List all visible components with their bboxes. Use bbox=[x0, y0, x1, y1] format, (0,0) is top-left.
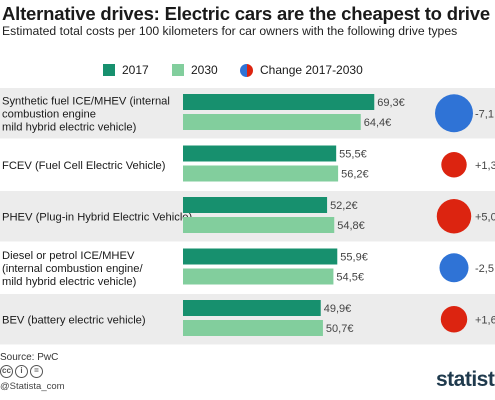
change-bubble bbox=[435, 94, 473, 133]
data-label-2030: 56,2€ bbox=[341, 169, 369, 181]
category-label: mild hybrid electric vehicle) bbox=[2, 276, 137, 288]
legend: 2017 2030 Change 2017-2030 bbox=[0, 63, 495, 81]
legend-label-2030: 2030 bbox=[191, 63, 218, 77]
license-icons: cc i = bbox=[0, 365, 43, 378]
change-bubble bbox=[440, 306, 468, 333]
no-derivatives-icon: = bbox=[30, 365, 43, 378]
statista-logo: statista bbox=[436, 368, 495, 391]
bar-2030 bbox=[183, 114, 361, 130]
change-bubble bbox=[439, 253, 469, 283]
legend-label-change: Change 2017-2030 bbox=[260, 63, 363, 77]
legend-label-2017: 2017 bbox=[122, 63, 149, 77]
bar-2030 bbox=[183, 268, 334, 285]
change-bubble bbox=[441, 152, 467, 178]
legend-item-change: Change 2017-2030 bbox=[240, 63, 363, 77]
change-label: -2,5 bbox=[475, 263, 494, 275]
category-label: Diesel or petrol ICE/MHEV bbox=[2, 250, 135, 262]
data-label-2017: 69,3€ bbox=[377, 97, 405, 109]
bar-2017 bbox=[183, 248, 338, 265]
category-label: (internal combustion engine/ bbox=[2, 263, 143, 275]
creative-commons-icon: cc bbox=[0, 365, 13, 378]
legend-swatch-2017 bbox=[103, 64, 115, 76]
change-bubble bbox=[436, 199, 472, 234]
bar-2017 bbox=[183, 197, 328, 213]
data-label-2030: 50,7€ bbox=[326, 323, 354, 335]
legend-change-icon bbox=[240, 63, 253, 77]
category-label: FCEV (Fuel Cell Electric Vehicle) bbox=[2, 160, 166, 172]
bar-2030 bbox=[183, 165, 339, 182]
source-note: Source: PwC bbox=[0, 352, 59, 363]
bar-2030 bbox=[183, 217, 335, 233]
chart-title: Alternative drives: Electric cars are th… bbox=[2, 3, 490, 24]
data-label-2030: 64,4€ bbox=[364, 117, 392, 129]
change-label: +5,0 bbox=[475, 211, 495, 223]
social-handle: @Statista_com bbox=[0, 381, 65, 392]
data-label-2017: 55,9€ bbox=[340, 252, 368, 264]
bar-2017 bbox=[183, 145, 337, 162]
data-label-2017: 55,5€ bbox=[339, 149, 367, 161]
legend-swatch-2030 bbox=[172, 64, 184, 76]
attribution-icon: i bbox=[15, 365, 28, 378]
bar-2017 bbox=[183, 94, 375, 110]
chart-subtitle: Estimated total costs per 100 kilometers… bbox=[2, 24, 458, 38]
change-label: +1,6 bbox=[475, 314, 495, 326]
category-label: mild hybrid electric vehicle) bbox=[2, 121, 137, 133]
data-label-2017: 52,2€ bbox=[330, 200, 358, 212]
category-label: Synthetic fuel ICE/MHEV (internal bbox=[2, 95, 170, 107]
category-label: combustion engine bbox=[2, 108, 96, 120]
category-label: BEV (battery electric vehicle) bbox=[2, 314, 146, 326]
change-label: -7,1 bbox=[475, 108, 494, 120]
category-label: PHEV (Plug-in Hybrid Electric Vehicle) bbox=[2, 211, 193, 223]
legend-item-2030: 2030 bbox=[172, 63, 218, 77]
data-label-2030: 54,8€ bbox=[337, 220, 365, 232]
legend-item-2017: 2017 bbox=[103, 63, 149, 77]
data-label-2030: 54,5€ bbox=[336, 272, 364, 284]
change-label: +1,3 bbox=[475, 160, 495, 172]
data-label-2017: 49,9€ bbox=[324, 303, 352, 315]
bar-2030 bbox=[183, 320, 323, 336]
bar-2017 bbox=[183, 300, 321, 316]
